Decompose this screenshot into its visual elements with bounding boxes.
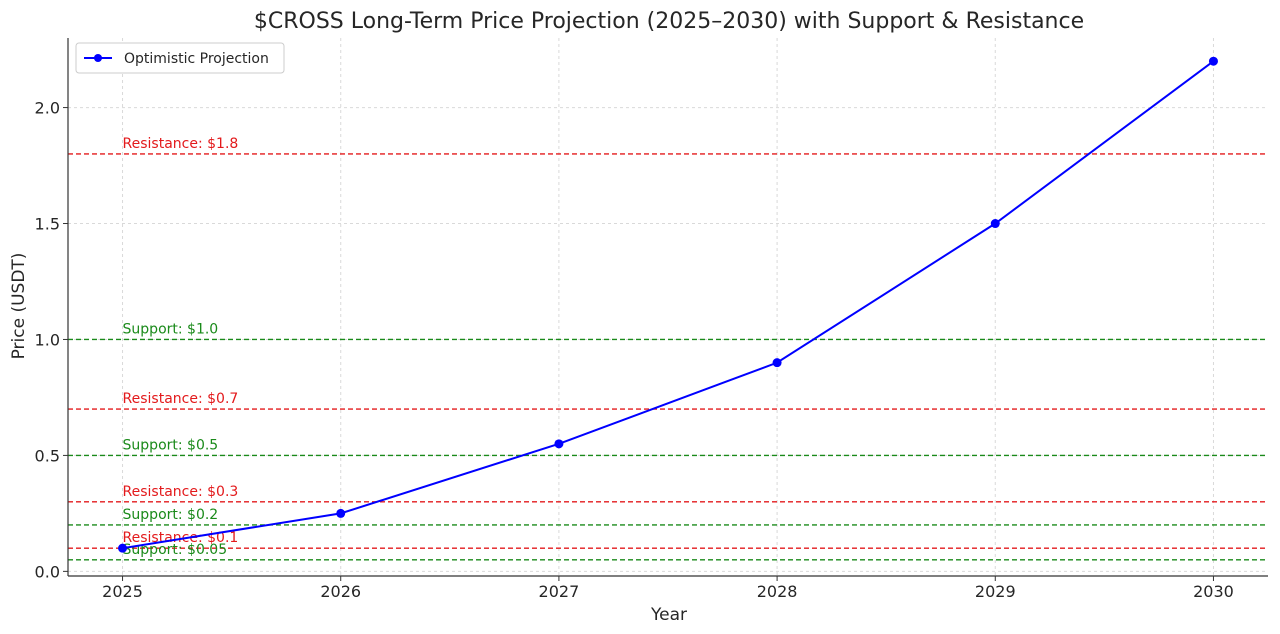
data-point xyxy=(772,358,782,368)
legend-series-marker xyxy=(94,54,102,62)
y-tick-label: 1.0 xyxy=(35,330,60,349)
support-label: Support: $0.05 xyxy=(123,542,228,558)
x-axis-label: Year xyxy=(650,605,687,625)
reference-lines: Resistance: $1.8 Support: $1.0 Resistance:… xyxy=(68,136,1268,561)
series-line xyxy=(122,60,1215,550)
x-tick-label: 2025 xyxy=(102,582,143,601)
y-axis-label: Price (USDT) xyxy=(9,253,29,360)
support-label: Support: $0.2 xyxy=(123,507,219,523)
resistance-label: Resistance: $0.7 xyxy=(123,391,239,407)
grid xyxy=(68,38,1268,576)
data-point xyxy=(118,543,128,553)
data-point xyxy=(990,219,1000,229)
legend-series-label: Optimistic Projection xyxy=(124,51,269,67)
legend-box xyxy=(75,42,285,74)
y-tick-label: 0.5 xyxy=(35,446,60,465)
y-tick-label: 1.5 xyxy=(35,215,60,234)
x-tick-label: 2028 xyxy=(757,582,798,601)
series xyxy=(118,56,1218,553)
support-label: Support: $0.5 xyxy=(123,437,219,453)
chart-title: $CROSS Long-Term Price Projection (2025–… xyxy=(254,9,1084,34)
data-point xyxy=(336,508,346,518)
x-tick-label: 2026 xyxy=(320,582,361,601)
support-label: Support: $1.0 xyxy=(123,321,219,337)
x-tick-label: 2030 xyxy=(1193,582,1234,601)
y-tick-label: 0.0 xyxy=(35,562,60,581)
axes xyxy=(63,38,1268,581)
resistance-label: Resistance: $1.8 xyxy=(123,136,239,152)
legend: Optimistic Projection xyxy=(75,42,285,74)
data-point xyxy=(554,439,564,449)
data-point xyxy=(1208,56,1218,66)
tick-labels: 2025 2026 2027 2028 2029 2030 0.0 0.5 1.0 1.5 2.0 xyxy=(35,99,1234,601)
resistance-label: Resistance: $0.3 xyxy=(123,484,239,500)
y-tick-label: 2.0 xyxy=(35,99,60,118)
x-tick-label: 2027 xyxy=(539,582,580,601)
x-tick-label: 2029 xyxy=(975,582,1016,601)
